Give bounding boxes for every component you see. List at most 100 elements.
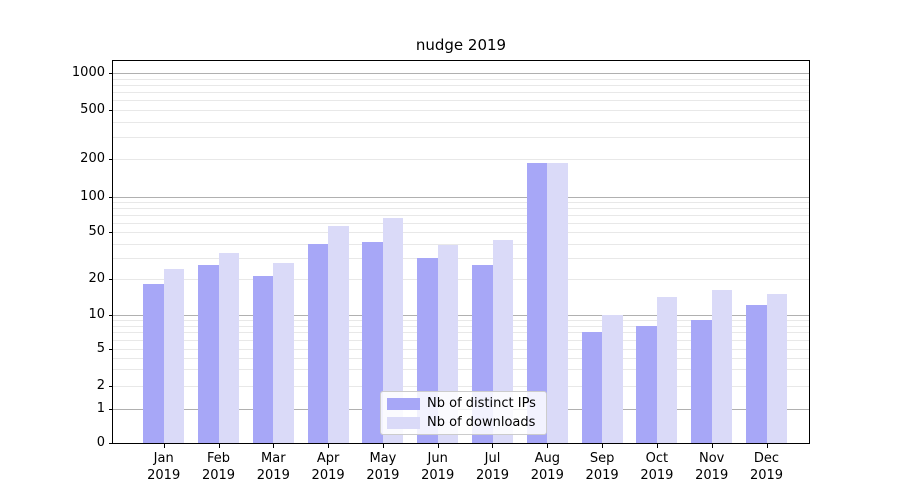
- y-tick-label: 50: [88, 224, 105, 240]
- minor-gridline: [113, 85, 809, 86]
- x-tick-label: Mar 2019: [256, 451, 290, 483]
- x-tick-label: Aug 2019: [530, 451, 564, 483]
- bar-oct-distinct-ips: [636, 325, 657, 443]
- x-tick-label: Sep 2019: [585, 451, 619, 483]
- minor-gridline: [113, 100, 809, 101]
- bar-aug-downloads: [547, 162, 568, 443]
- y-tick-mark: [109, 443, 113, 444]
- x-tick-label: Feb 2019: [201, 451, 236, 483]
- bar-sep-downloads: [602, 315, 623, 443]
- minor-gridline: [113, 326, 809, 327]
- bar-feb-distinct-ips: [198, 265, 219, 443]
- bar-jan-downloads: [163, 269, 185, 443]
- y-tick-label: 5: [96, 340, 105, 356]
- bar-mar-downloads: [273, 263, 294, 443]
- bar-apr-distinct-ips: [307, 243, 329, 443]
- x-tick-label: Jan 2019: [147, 451, 181, 483]
- bar-may-distinct-ips: [362, 242, 383, 443]
- legend-swatch-distinct-ips: [387, 397, 420, 410]
- y-tick-label: 0: [96, 435, 105, 450]
- minor-gridline: [113, 215, 809, 216]
- y-tick-label: 1: [96, 400, 105, 416]
- y-tick-label: 2: [96, 377, 105, 393]
- legend-item-distinct-ips: Nb of distinct IPs: [387, 396, 540, 412]
- minor-gridline: [113, 358, 809, 359]
- x-tick-mark: [712, 444, 713, 448]
- x-tick-mark: [657, 444, 658, 448]
- x-tick-mark: [492, 444, 493, 448]
- y-tick-mark: [109, 110, 113, 111]
- x-tick-mark: [602, 444, 603, 448]
- y-tick-label: 500: [80, 102, 105, 117]
- minor-gridline: [113, 159, 809, 160]
- y-tick-mark: [109, 232, 113, 233]
- x-tick-mark: [547, 444, 548, 448]
- bar-may-downloads: [382, 218, 404, 443]
- minor-gridline: [113, 122, 809, 123]
- y-tick-label: 10: [88, 307, 105, 322]
- x-tick-mark: [767, 444, 768, 448]
- bar-oct-downloads: [656, 297, 678, 443]
- bar-mar-distinct-ips: [252, 276, 274, 443]
- minor-gridline: [113, 332, 809, 333]
- bar-dec-distinct-ips: [746, 305, 767, 443]
- x-tick-mark: [219, 444, 220, 448]
- minor-gridline: [113, 340, 809, 341]
- x-tick-mark: [438, 444, 439, 448]
- y-tick-mark: [109, 159, 113, 160]
- legend: Nb of distinct IPs Nb of downloads: [380, 391, 547, 435]
- major-gridline: [113, 73, 809, 74]
- bar-apr-downloads: [328, 226, 349, 443]
- x-tick-mark: [273, 444, 274, 448]
- x-tick-label: Apr 2019: [311, 451, 345, 483]
- minor-gridline: [113, 369, 809, 370]
- x-tick-label: Nov 2019: [695, 451, 729, 483]
- minor-gridline: [113, 79, 809, 80]
- bar-sep-distinct-ips: [581, 332, 603, 443]
- bar-feb-downloads: [218, 253, 239, 443]
- x-tick-mark: [164, 444, 165, 448]
- x-tick-label: Oct 2019: [640, 451, 674, 483]
- bar-nov-downloads: [711, 290, 733, 443]
- x-tick-mark: [383, 444, 384, 448]
- major-gridline: [113, 315, 809, 316]
- y-tick-mark: [109, 197, 113, 198]
- minor-gridline: [113, 279, 809, 280]
- minor-gridline: [113, 386, 809, 387]
- x-tick-label: Jul 2019: [475, 451, 510, 483]
- minor-gridline: [113, 232, 809, 233]
- x-tick-label: Dec 2019: [749, 451, 784, 483]
- legend-label-downloads: Nb of downloads: [427, 415, 536, 430]
- minor-gridline: [113, 349, 809, 350]
- y-tick-label: 1000: [71, 65, 105, 81]
- legend-label-distinct-ips: Nb of distinct IPs: [427, 396, 536, 411]
- y-tick-mark: [109, 73, 113, 74]
- minor-gridline: [113, 110, 809, 111]
- minor-gridline: [113, 320, 809, 321]
- x-tick-label: Jun 2019: [421, 451, 455, 483]
- y-tick-mark: [109, 349, 113, 350]
- minor-gridline: [113, 223, 809, 224]
- minor-gridline: [113, 137, 809, 138]
- y-tick-mark: [109, 409, 113, 410]
- bar-aug-distinct-ips: [526, 162, 548, 443]
- y-tick-mark: [109, 386, 113, 387]
- bar-dec-downloads: [766, 293, 787, 443]
- bar-nov-distinct-ips: [691, 320, 712, 443]
- y-tick-label: 200: [80, 150, 105, 166]
- minor-gridline: [113, 258, 809, 259]
- x-tick-label: May 2019: [366, 451, 400, 483]
- bar-jan-distinct-ips: [143, 284, 164, 443]
- minor-gridline: [113, 208, 809, 209]
- major-gridline: [113, 197, 809, 198]
- minor-gridline: [113, 244, 809, 245]
- minor-gridline: [113, 92, 809, 93]
- legend-item-downloads: Nb of downloads: [387, 415, 540, 431]
- y-tick-label: 100: [80, 188, 105, 204]
- y-tick-label: 20: [88, 270, 105, 286]
- chart-title: nudge 2019: [415, 36, 507, 54]
- y-tick-mark: [109, 315, 113, 316]
- minor-gridline: [113, 202, 809, 203]
- legend-swatch-downloads: [387, 416, 420, 429]
